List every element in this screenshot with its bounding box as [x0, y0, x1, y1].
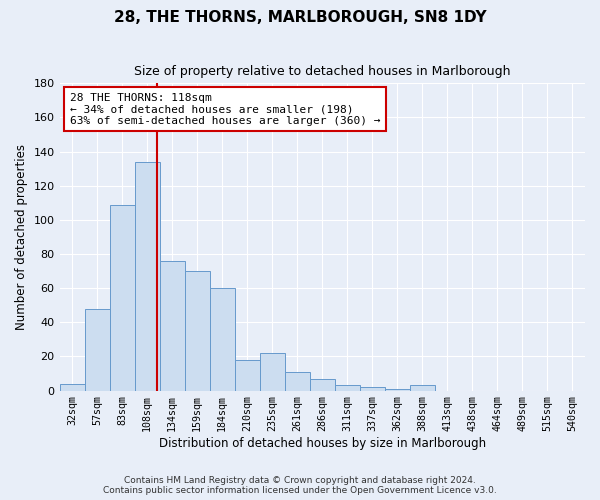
Bar [310, 378, 335, 390]
Bar [385, 389, 410, 390]
Text: 28, THE THORNS, MARLBOROUGH, SN8 1DY: 28, THE THORNS, MARLBOROUGH, SN8 1DY [113, 10, 487, 25]
Bar [59, 384, 85, 390]
Bar [110, 204, 134, 390]
Bar [235, 360, 260, 390]
Bar [335, 386, 360, 390]
Bar [360, 387, 385, 390]
Bar [410, 386, 435, 390]
Bar [185, 271, 209, 390]
Bar [260, 353, 285, 391]
Bar [285, 372, 310, 390]
X-axis label: Distribution of detached houses by size in Marlborough: Distribution of detached houses by size … [159, 437, 486, 450]
Text: Contains HM Land Registry data © Crown copyright and database right 2024.
Contai: Contains HM Land Registry data © Crown c… [103, 476, 497, 495]
Y-axis label: Number of detached properties: Number of detached properties [15, 144, 28, 330]
Title: Size of property relative to detached houses in Marlborough: Size of property relative to detached ho… [134, 65, 511, 78]
Bar [209, 288, 235, 390]
Bar [134, 162, 160, 390]
Text: 28 THE THORNS: 118sqm
← 34% of detached houses are smaller (198)
63% of semi-det: 28 THE THORNS: 118sqm ← 34% of detached … [70, 92, 380, 126]
Bar [160, 261, 185, 390]
Bar [85, 308, 110, 390]
